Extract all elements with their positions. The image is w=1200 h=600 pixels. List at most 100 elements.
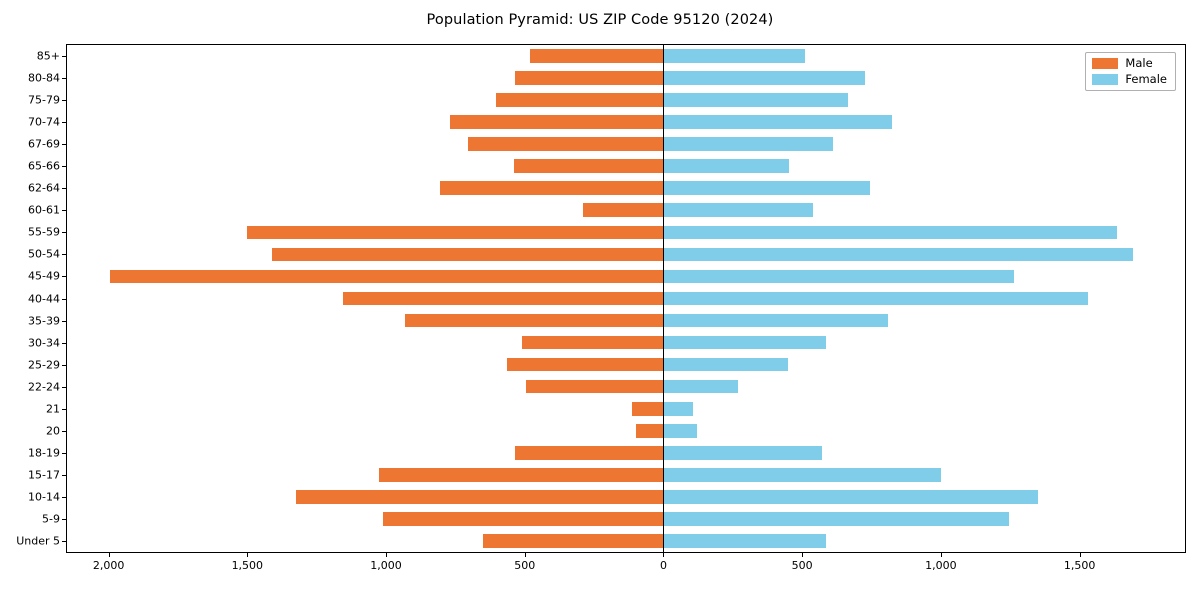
legend-swatch-male	[1092, 58, 1119, 69]
bar-male[interactable]	[526, 379, 664, 394]
bar-female[interactable]	[663, 313, 889, 328]
bar-row	[67, 534, 1185, 548]
x-tick-label: 0	[659, 559, 667, 572]
y-tick	[62, 518, 66, 520]
y-tick-label: 65-66	[28, 159, 60, 173]
bar-male[interactable]	[440, 181, 664, 196]
bar-female[interactable]	[663, 534, 826, 548]
bar-row	[67, 49, 1185, 63]
bar-female[interactable]	[663, 335, 826, 350]
x-tick	[247, 553, 249, 557]
bar-male[interactable]	[247, 225, 664, 240]
y-tick	[62, 210, 66, 212]
bar-female[interactable]	[663, 49, 805, 63]
legend-label-male: Male	[1125, 56, 1153, 70]
bar-row	[67, 357, 1185, 372]
chart-title: Population Pyramid: US ZIP Code 95120 (2…	[426, 12, 774, 28]
y-tick	[62, 540, 66, 542]
x-tick	[524, 553, 526, 557]
y-tick-label: Under 5	[16, 534, 60, 548]
bar-row	[67, 225, 1185, 240]
bar-male[interactable]	[343, 291, 664, 306]
y-tick-label: 21	[46, 402, 60, 416]
bar-male[interactable]	[110, 269, 664, 284]
bar-row	[67, 313, 1185, 328]
bar-female[interactable]	[663, 490, 1038, 504]
bar-female[interactable]	[663, 468, 941, 482]
bar-row	[67, 445, 1185, 460]
y-tick-label: 70-74	[28, 115, 60, 129]
bar-female[interactable]	[663, 137, 834, 152]
bar-male[interactable]	[635, 423, 664, 438]
y-tick	[62, 452, 66, 454]
y-tick	[62, 144, 66, 146]
bar-female[interactable]	[663, 423, 697, 438]
x-tick	[802, 553, 804, 557]
y-tick	[62, 254, 66, 256]
x-tick-label: 500	[791, 559, 813, 572]
bar-male[interactable]	[631, 401, 664, 416]
bar-male[interactable]	[495, 93, 664, 107]
bar-male[interactable]	[515, 71, 664, 85]
y-tick-label: 18-19	[28, 446, 60, 460]
y-tick	[62, 386, 66, 388]
y-tick-label: 62-64	[28, 181, 60, 195]
y-tick	[62, 122, 66, 124]
y-tick-label: 85+	[36, 49, 60, 63]
bar-female[interactable]	[663, 93, 848, 107]
bar-male[interactable]	[506, 357, 664, 372]
y-tick-label: 25-29	[28, 358, 60, 372]
bar-female[interactable]	[663, 357, 789, 372]
bar-female[interactable]	[663, 181, 871, 196]
x-tick-label: 500	[514, 559, 536, 572]
y-tick-label: 35-39	[28, 314, 60, 328]
bar-row	[67, 93, 1185, 107]
bar-male[interactable]	[583, 203, 664, 218]
y-tick	[62, 364, 66, 366]
y-tick-label: 5-9	[42, 512, 60, 526]
bar-female[interactable]	[663, 291, 1088, 306]
legend-item-male[interactable]: Male	[1092, 56, 1167, 70]
bar-female[interactable]	[663, 159, 790, 174]
y-tick-label: 10-14	[28, 490, 60, 504]
x-tick-label: 1,500	[231, 559, 264, 572]
x-tick-label: 1,000	[925, 559, 957, 572]
bar-male[interactable]	[467, 137, 664, 152]
bar-male[interactable]	[272, 247, 664, 262]
bar-male[interactable]	[295, 490, 664, 504]
bar-male[interactable]	[514, 159, 664, 174]
y-tick	[62, 78, 66, 80]
bar-male[interactable]	[405, 313, 664, 328]
bar-female[interactable]	[663, 247, 1134, 262]
bar-female[interactable]	[663, 269, 1015, 284]
bar-female[interactable]	[663, 512, 1009, 526]
bar-male[interactable]	[515, 445, 664, 460]
bar-row	[67, 71, 1185, 85]
y-tick	[62, 408, 66, 410]
bar-row	[67, 423, 1185, 438]
bar-female[interactable]	[663, 115, 893, 129]
y-tick	[62, 166, 66, 168]
legend-item-female[interactable]: Female	[1092, 72, 1167, 86]
bar-male[interactable]	[530, 49, 664, 63]
bar-female[interactable]	[663, 445, 822, 460]
bar-female[interactable]	[663, 203, 814, 218]
bar-female[interactable]	[663, 225, 1118, 240]
bar-male[interactable]	[449, 115, 664, 129]
y-tick-label: 45-49	[28, 269, 60, 283]
bar-male[interactable]	[521, 335, 664, 350]
y-tick-label: 75-79	[28, 93, 60, 107]
bar-female[interactable]	[663, 71, 865, 85]
y-tick	[62, 298, 66, 300]
bar-male[interactable]	[383, 512, 664, 526]
bar-male[interactable]	[483, 534, 664, 548]
y-tick	[62, 276, 66, 278]
bar-male[interactable]	[379, 468, 664, 482]
y-tick-label: 55-59	[28, 225, 60, 239]
bar-female[interactable]	[663, 401, 693, 416]
y-tick	[62, 496, 66, 498]
legend-label-female: Female	[1125, 72, 1167, 86]
bar-female[interactable]	[663, 379, 739, 394]
bar-row	[67, 203, 1185, 218]
